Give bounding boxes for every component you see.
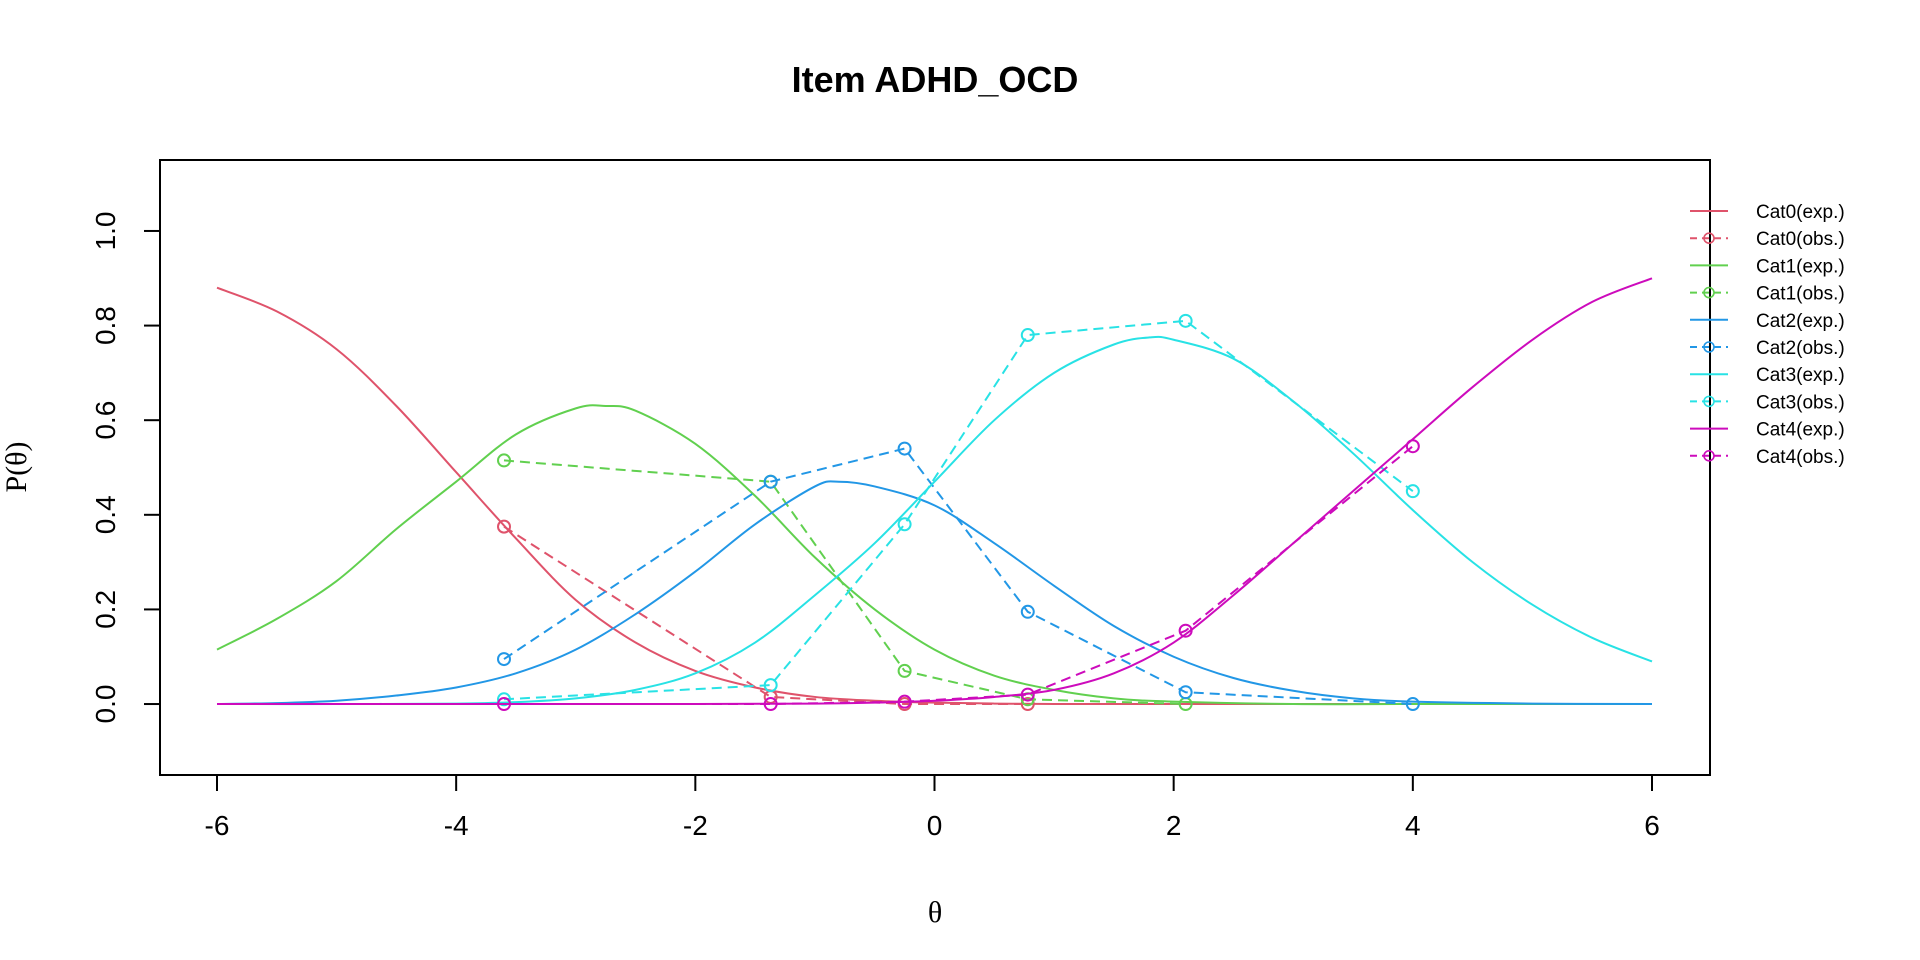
x-tick-label: -4 (444, 810, 469, 841)
data-point-cat3-obs (497, 692, 511, 707)
y-tick-label: 0.0 (90, 685, 121, 724)
legend-label-cat1-exp: Cat1(exp.) (1756, 256, 1845, 277)
legend-marker-cat2-obs (1703, 341, 1715, 353)
data-point-cat2-obs (763, 474, 778, 489)
plot-series (216, 277, 1653, 712)
series-line-cat1-obs (503, 459, 1186, 706)
legend-label-cat2-obs: Cat2(obs.) (1756, 338, 1845, 359)
x-tick-label: 2 (1166, 810, 1182, 841)
series-line-cat2-obs (503, 447, 1413, 706)
data-point-cat4-obs (763, 697, 778, 712)
series-line-cat3-exp (216, 335, 1653, 706)
legend-label-cat4-exp: Cat4(exp.) (1756, 420, 1845, 441)
x-axis: -6 -4 -2 0 2 4 6 (205, 774, 1660, 841)
data-point-cat2-obs (897, 441, 912, 456)
data-point-cat0-obs (1020, 697, 1035, 712)
data-point-cat0-obs (497, 519, 511, 534)
data-point-cat4-obs (1020, 687, 1035, 702)
data-point-cat3-obs (1020, 328, 1035, 343)
y-axis: 0.0 0.2 0.4 0.6 0.8 1.0 (90, 211, 161, 724)
legend-marker-cat4-obs (1703, 449, 1715, 462)
data-point-cat1-obs (497, 453, 511, 468)
data-point-cat1-obs (897, 663, 912, 678)
series-line-cat0-exp (216, 286, 1652, 706)
x-tick-label: 4 (1405, 810, 1421, 841)
plot-frame (159, 159, 1711, 776)
data-point-cat3-obs (763, 678, 778, 693)
data-point-cat3-obs (897, 517, 912, 532)
x-tick-label: -6 (205, 810, 230, 841)
data-point-cat4-obs (1405, 439, 1420, 454)
y-axis-label: P(θ) (0, 441, 33, 492)
data-point-cat4-obs (897, 694, 912, 709)
legend-label-cat0-obs: Cat0(obs.) (1756, 229, 1845, 250)
legend-label-cat2-exp: Cat2(exp.) (1756, 311, 1845, 332)
legend: Cat0(exp.) Cat0(obs.) Cat1(exp.) Cat1(obs.)… (1690, 202, 1845, 468)
data-point-cat2-obs (1405, 697, 1420, 712)
data-point-cat2-obs (1178, 685, 1193, 700)
legend-label-cat3-obs: Cat3(obs.) (1756, 392, 1845, 413)
series-line-cat0-obs (503, 525, 1028, 706)
x-tick-label: 0 (927, 810, 943, 841)
series-line-cat4-exp (217, 277, 1653, 706)
x-tick-label: -2 (683, 810, 708, 841)
series-line-cat1-exp (216, 404, 1652, 706)
y-tick-label: 0.6 (90, 401, 121, 440)
legend-marker-cat1-obs (1703, 286, 1715, 299)
y-tick-label: 0.2 (90, 590, 121, 629)
x-axis-label: θ (928, 896, 942, 929)
legend-label-cat0-exp: Cat0(exp.) (1756, 202, 1845, 223)
data-point-cat3-obs (1405, 484, 1420, 499)
legend-marker-cat0-obs (1703, 232, 1715, 244)
y-tick-label: 0.4 (90, 495, 121, 534)
series-line-cat3-obs (503, 319, 1414, 701)
legend-label-cat1-obs: Cat1(obs.) (1756, 284, 1845, 305)
chart-title: Item ADHD_OCD (792, 59, 1079, 100)
y-tick-label: 1.0 (90, 211, 121, 250)
data-point-cat2-obs (497, 652, 511, 667)
legend-label-cat4-obs: Cat4(obs.) (1756, 447, 1845, 468)
data-point-cat4-obs (1178, 623, 1193, 638)
legend-marker-cat3-obs (1703, 395, 1715, 408)
legend-label-cat3-exp: Cat3(exp.) (1756, 365, 1845, 386)
x-tick-label: 6 (1644, 810, 1660, 841)
y-tick-label: 0.8 (90, 306, 121, 345)
data-point-cat2-obs (1020, 604, 1035, 619)
series-line-cat4-obs (504, 445, 1414, 706)
data-point-cat3-obs (1178, 313, 1193, 328)
data-point-cat4-obs (497, 697, 511, 712)
series-line-cat2-exp (216, 480, 1653, 706)
